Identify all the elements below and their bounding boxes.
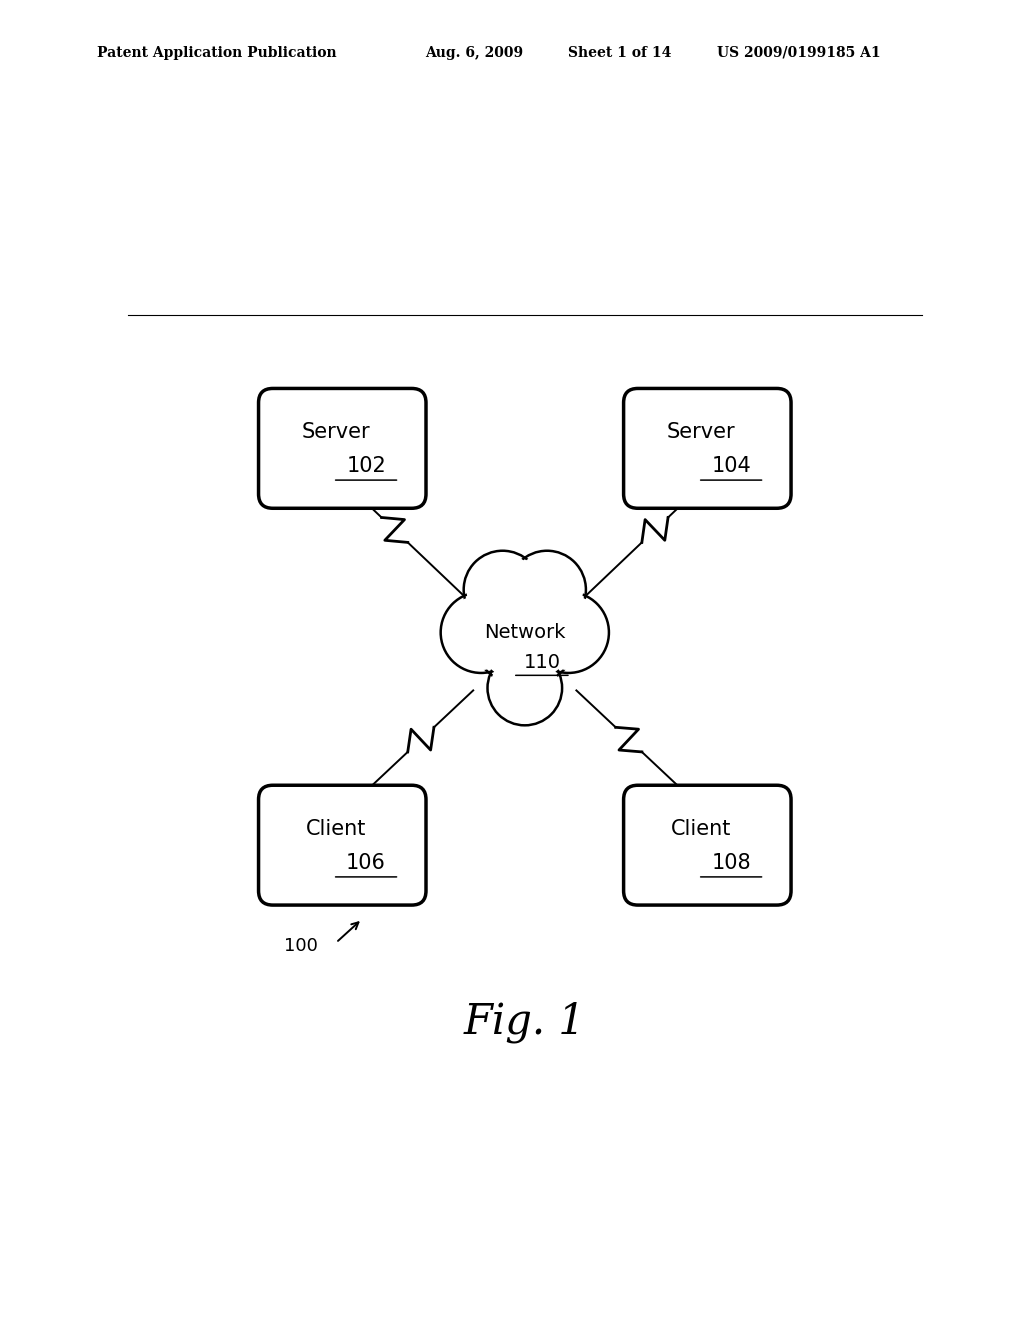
Text: 106: 106 [346,853,386,873]
Circle shape [512,554,583,624]
Text: Client: Client [306,820,367,840]
Text: 102: 102 [346,455,386,475]
Text: US 2009/0199185 A1: US 2009/0199185 A1 [717,46,881,59]
Circle shape [444,595,518,669]
Circle shape [440,591,521,673]
FancyBboxPatch shape [258,785,426,906]
Circle shape [464,550,542,628]
Circle shape [508,550,586,628]
Text: Aug. 6, 2009: Aug. 6, 2009 [425,46,523,59]
Text: Fig. 1: Fig. 1 [464,1001,586,1043]
Text: 100: 100 [284,937,317,954]
Text: 110: 110 [523,653,561,672]
Circle shape [471,578,579,686]
Text: Patent Application Publication: Patent Application Publication [97,46,337,59]
Text: Client: Client [671,820,731,840]
Text: 108: 108 [712,853,751,873]
Text: 104: 104 [712,455,751,475]
FancyBboxPatch shape [624,785,792,906]
Text: Network: Network [484,623,565,642]
Circle shape [476,583,573,681]
FancyBboxPatch shape [624,388,792,508]
Text: Server: Server [302,422,371,442]
Text: Sheet 1 of 14: Sheet 1 of 14 [568,46,672,59]
Circle shape [467,554,538,624]
Circle shape [531,595,605,669]
Circle shape [487,651,562,725]
FancyBboxPatch shape [258,388,426,508]
Text: Server: Server [667,422,735,442]
Circle shape [528,591,609,673]
Circle shape [490,655,559,722]
